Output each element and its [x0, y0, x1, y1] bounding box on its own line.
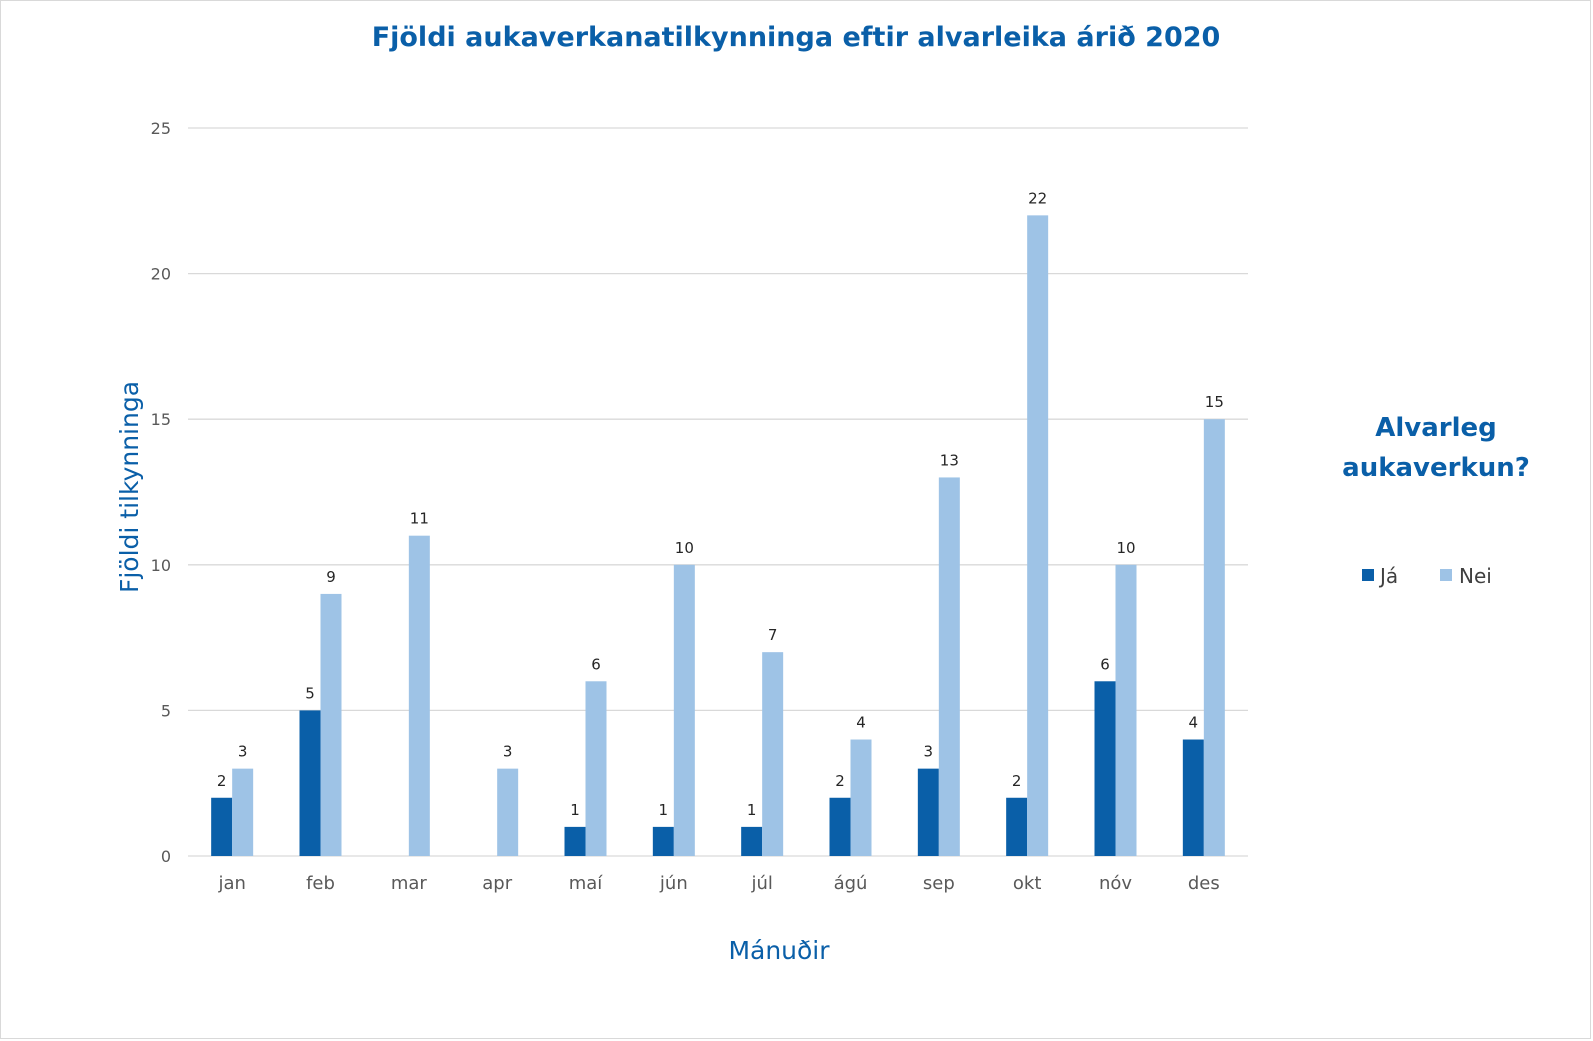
bar-1-jún — [673, 564, 695, 856]
data-label: 7 — [768, 626, 778, 644]
data-label: 13 — [940, 451, 959, 469]
grid-lines — [188, 127, 1248, 857]
bar-1-júl — [762, 652, 784, 856]
data-label: 4 — [1189, 714, 1199, 732]
x-tick-label: júl — [750, 873, 772, 894]
y-tick-label: 5 — [161, 701, 171, 720]
legend-label-ja: Já — [1378, 564, 1398, 588]
legend-title-line-1: Alvarleg — [1375, 413, 1497, 443]
data-label: 15 — [1205, 393, 1224, 411]
data-label: 3 — [238, 743, 248, 761]
data-label: 6 — [591, 655, 601, 673]
x-tick-label: des — [1188, 873, 1220, 894]
x-tick-label: feb — [306, 873, 335, 894]
y-tick-label: 10 — [151, 556, 171, 575]
y-axis-ticks: 0 5 10 15 20 25 — [151, 119, 171, 866]
y-tick-label: 15 — [151, 410, 171, 429]
bar-1-ágú — [850, 739, 872, 856]
x-tick-label: nóv — [1099, 873, 1132, 894]
x-tick-label: ágú — [834, 873, 868, 894]
x-tick-label: jún — [659, 873, 688, 894]
bar-0-jan — [211, 797, 233, 856]
x-tick-label: maí — [569, 873, 604, 894]
bar-0-jún — [652, 826, 674, 856]
bar-1-sep — [938, 477, 960, 856]
bar-1-mar — [408, 535, 430, 856]
legend-label-nei: Nei — [1459, 564, 1492, 588]
legend-title-line-2: aukaverkun? — [1342, 453, 1530, 483]
data-label: 1 — [747, 801, 757, 819]
bar-1-nóv — [1115, 564, 1137, 856]
y-tick-label: 25 — [151, 119, 171, 138]
x-tick-label: sep — [923, 873, 955, 894]
bar-0-ágú — [829, 797, 851, 856]
bar-1-des — [1203, 419, 1225, 856]
x-tick-label: jan — [217, 873, 245, 894]
bar-1-jan — [232, 768, 254, 856]
x-tick-label: okt — [1013, 873, 1042, 894]
x-tick-label: apr — [482, 873, 512, 894]
data-label: 2 — [217, 772, 227, 790]
legend-swatch-ja — [1362, 569, 1374, 581]
data-label: 4 — [856, 714, 866, 732]
bar-1-maí — [585, 681, 607, 856]
bar-0-nóv — [1094, 681, 1116, 856]
data-label: 3 — [503, 743, 513, 761]
legend-swatch-nei — [1440, 569, 1452, 581]
bar-0-sep — [917, 768, 939, 856]
data-label: 1 — [659, 801, 669, 819]
data-label: 10 — [1116, 539, 1135, 557]
bar-0-feb — [299, 710, 321, 856]
y-tick-label: 20 — [151, 265, 171, 284]
y-axis-title: Fjöldi tilkynninga — [115, 381, 144, 593]
bar-0-okt — [1006, 797, 1028, 856]
bar-1-apr — [497, 768, 519, 856]
bar-1-okt — [1027, 215, 1049, 857]
data-label: 10 — [675, 539, 694, 557]
data-label: 22 — [1028, 189, 1047, 207]
bar-0-júl — [741, 826, 763, 856]
data-label: 2 — [1012, 772, 1022, 790]
bar-0-des — [1182, 739, 1204, 856]
data-label: 9 — [326, 568, 336, 586]
legend: Alvarleg aukaverkun? Já Nei — [1342, 413, 1530, 588]
bar-1-feb — [320, 593, 342, 856]
data-label: 11 — [410, 510, 429, 528]
data-label: 6 — [1100, 655, 1110, 673]
data-label: 1 — [570, 801, 580, 819]
bar-0-maí — [564, 826, 586, 856]
x-tick-label: mar — [391, 873, 428, 894]
y-tick-label: 0 — [161, 847, 171, 866]
data-label: 3 — [924, 743, 934, 761]
data-label: 5 — [305, 684, 315, 702]
chart-title: Fjöldi aukaverkanatilkynninga eftir alva… — [372, 22, 1221, 53]
x-axis-ticks: jan feb mar apr maí jún júl ágú sep okt nóv des — [217, 873, 1219, 894]
data-label: 2 — [835, 772, 845, 790]
x-axis-title: Mánuðir — [728, 936, 830, 965]
